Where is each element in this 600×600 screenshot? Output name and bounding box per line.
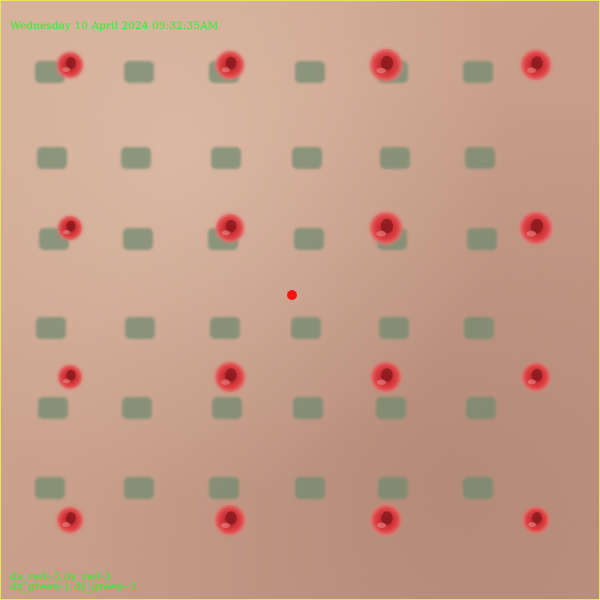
green-marker xyxy=(376,397,406,419)
green-marker xyxy=(379,317,409,339)
green-marker xyxy=(37,147,67,169)
green-marker xyxy=(124,477,154,499)
center-marker-layer xyxy=(287,290,297,300)
red-marker xyxy=(369,503,403,537)
red-marker xyxy=(55,50,85,80)
green-marker-grid xyxy=(35,61,497,499)
green-marker xyxy=(378,477,408,499)
red-marker xyxy=(368,47,404,83)
red-marker-grid xyxy=(55,47,554,537)
red-marker xyxy=(56,363,84,391)
green-offset-label: dx_green:1,dy_green:-2 xyxy=(10,581,138,593)
green-marker xyxy=(125,317,155,339)
red-marker xyxy=(56,214,84,242)
green-marker xyxy=(466,397,496,419)
center-marker xyxy=(287,290,297,300)
green-marker xyxy=(123,228,153,250)
green-marker xyxy=(211,147,241,169)
green-marker xyxy=(210,317,240,339)
green-marker xyxy=(380,147,410,169)
green-marker xyxy=(121,147,151,169)
red-marker xyxy=(214,49,246,81)
red-marker xyxy=(520,361,552,393)
red-marker xyxy=(55,505,85,535)
red-marker xyxy=(368,210,404,246)
green-marker xyxy=(463,477,493,499)
red-marker xyxy=(213,360,247,394)
red-marker xyxy=(214,212,246,244)
green-marker xyxy=(124,61,154,83)
green-marker xyxy=(295,477,325,499)
green-marker xyxy=(38,397,68,419)
red-marker xyxy=(213,503,247,537)
green-marker xyxy=(36,317,66,339)
green-marker xyxy=(463,61,493,83)
green-marker xyxy=(293,397,323,419)
green-marker xyxy=(294,228,324,250)
green-marker xyxy=(209,477,239,499)
green-marker xyxy=(35,477,65,499)
red-offset-label: dx_red:-5,dy_red:3 xyxy=(10,571,111,583)
red-marker xyxy=(369,360,403,394)
green-marker xyxy=(295,61,325,83)
green-marker xyxy=(465,147,495,169)
red-marker xyxy=(518,210,554,246)
green-marker xyxy=(464,317,494,339)
green-marker xyxy=(467,228,497,250)
red-marker xyxy=(521,505,551,535)
green-marker xyxy=(292,147,322,169)
timestamp-label: Wednesday 10 April 2024 09:32:35AM xyxy=(10,20,219,32)
green-marker xyxy=(212,397,242,419)
green-marker xyxy=(291,317,321,339)
red-marker xyxy=(519,48,553,82)
green-marker xyxy=(122,397,152,419)
